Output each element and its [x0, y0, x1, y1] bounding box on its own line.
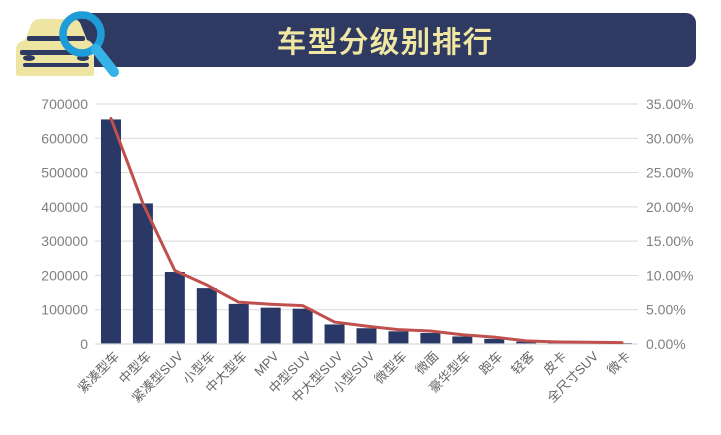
- bar-紧凑型SUV: [164, 272, 185, 344]
- magnifier-icon: [59, 11, 119, 77]
- bar-轻客: [516, 341, 537, 344]
- y-axis-right-labels: 0.00% 5.00% 10.00% 15.00% 20.00% 25.00% 30.00%…: [646, 96, 693, 352]
- x-tick-label-微卡: 微卡: [604, 349, 633, 378]
- bar-MPV: [260, 307, 281, 344]
- y-left-tick-label: 200000: [41, 267, 88, 283]
- bar-微面: [420, 333, 441, 344]
- title-banner: 车型分级别排行: [75, 13, 696, 67]
- y-left-tick-label: 700000: [41, 96, 88, 112]
- y-left-tick-label: 0: [80, 336, 88, 352]
- y-axis-left-labels: 0 100000 200000 300000 400000 500000 600000 700…: [41, 96, 88, 352]
- bar-小型SUV: [356, 328, 377, 344]
- car-headlight-left: [23, 55, 35, 61]
- y-right-tick-label: 15.00%: [646, 233, 693, 249]
- y-left-tick-label: 600000: [41, 130, 88, 146]
- bar-微型车: [388, 331, 409, 344]
- x-tick-label-轻客: 轻客: [508, 349, 537, 378]
- bar-中型SUV: [292, 308, 313, 344]
- bar-中型车: [132, 203, 153, 344]
- x-tick-label-跑车: 跑车: [476, 349, 505, 378]
- y-right-tick-label: 5.00%: [646, 302, 686, 318]
- y-left-tick-label: 100000: [41, 302, 88, 318]
- bar-跑车: [484, 338, 505, 344]
- y-left-tick-label: 500000: [41, 165, 88, 181]
- bar-中大型车: [228, 303, 249, 344]
- magnifier-ring: [59, 11, 105, 57]
- bar-中大型SUV: [324, 324, 345, 344]
- car-windshield-line: [27, 36, 85, 41]
- bar-series: [100, 119, 633, 344]
- bar-豪华型车: [452, 336, 473, 344]
- x-tick-label-微型车: 微型车: [371, 349, 409, 387]
- car-icon: [16, 19, 94, 76]
- y-right-tick-label: 10.00%: [646, 267, 693, 283]
- y-right-tick-label: 30.00%: [646, 130, 693, 146]
- y-right-tick-label: 0.00%: [646, 336, 686, 352]
- x-tick-label-紧凑型车: 紧凑型车: [75, 349, 122, 396]
- page-title: 车型分级别排行: [276, 27, 494, 59]
- car-bumper-line: [23, 63, 89, 67]
- y-right-tick-label: 25.00%: [646, 165, 693, 181]
- magnifier-handle: [91, 44, 119, 77]
- y-right-tick-label: 20.00%: [646, 199, 693, 215]
- bar-小型车: [196, 288, 217, 344]
- car-magnifier-icon: [16, 11, 119, 77]
- y-left-tick-label: 400000: [41, 199, 88, 215]
- y-right-tick-label: 35.00%: [646, 96, 693, 112]
- share-line: [109, 116, 624, 345]
- car-body: [16, 19, 94, 76]
- y-left-tick-label: 300000: [41, 233, 88, 249]
- bar-紧凑型车: [100, 119, 121, 344]
